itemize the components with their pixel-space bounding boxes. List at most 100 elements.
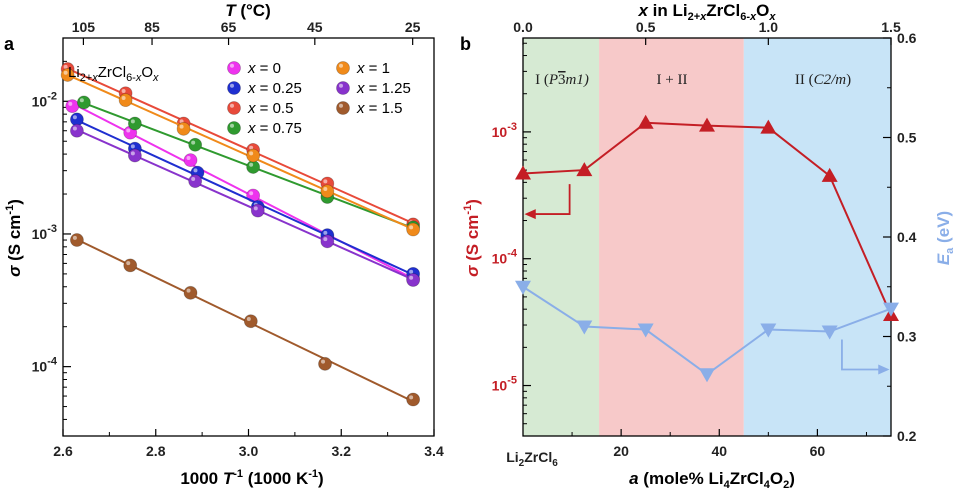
panel-b-x-axis-title: a (mole% Li4ZrCl4O2) — [629, 469, 795, 490]
legend-marker-highlight — [339, 103, 343, 108]
y-left-tick-label-exp: -3 — [507, 121, 517, 133]
formula-sub: x — [91, 72, 98, 84]
top-title-var: x — [637, 1, 649, 20]
data-point-highlight — [323, 230, 328, 235]
legend-label-value: = 0.25 — [256, 80, 302, 97]
zero-label-sub: 6 — [552, 458, 558, 469]
x-title-sub: 4 — [764, 479, 771, 490]
top-title-sub: x — [699, 11, 707, 23]
sigma-axis-arrow — [532, 184, 571, 215]
sigma-axis-arrowhead — [524, 209, 536, 220]
top-title-sub: 6- — [740, 11, 750, 23]
data-point-highlight — [121, 95, 126, 100]
y-left-tick-label-exp: -5 — [507, 375, 517, 387]
data-point-highlight — [179, 124, 184, 129]
panel-a-legend: x = 0x = 0.25x = 0.5x = 0.75x = 1x = 1.2… — [227, 60, 411, 137]
x-tick-label: 20 — [613, 443, 629, 459]
data-point-highlight — [323, 187, 328, 192]
panel-a-x-title-pre: 1000 — [180, 469, 223, 488]
data-point — [76, 95, 91, 110]
y-left-title-sup: -1 — [462, 205, 474, 215]
y-tick-label: 10-2 — [32, 90, 57, 109]
y-right-tick-label: 0.5 — [897, 130, 917, 146]
data-point — [183, 285, 198, 300]
y-left-tick-label: 10-3 — [492, 121, 517, 140]
data-point-highlight — [130, 151, 135, 156]
legend-label-value: = 0.75 — [256, 120, 302, 137]
y-left-tick-label: 10-4 — [492, 248, 518, 267]
legend-label-value: = 1 — [365, 60, 390, 77]
data-point-highlight — [130, 144, 135, 149]
zero-label-part: ZrCl — [524, 449, 552, 465]
data-point-highlight — [191, 176, 196, 181]
panel-a-y-title-var: σ — [5, 265, 24, 277]
data-point — [183, 153, 198, 168]
top-tick-label: 45 — [307, 19, 323, 35]
data-point — [70, 233, 84, 247]
y-left-title-part: (S cm — [463, 215, 482, 266]
y-tick-label-exp: -2 — [47, 90, 57, 102]
legend-label: x = 1.5 — [356, 100, 402, 117]
fit-line — [76, 119, 414, 276]
data-point — [176, 121, 191, 136]
legend-marker — [227, 101, 241, 115]
panel-b: b 20 40 600.0 0.5 1.0 1.510-510-410-30.20.30.… — [460, 1, 956, 490]
zero-label-part: Li — [506, 449, 518, 465]
legend-marker — [336, 81, 350, 95]
region-label-i: I (P3m1) — [535, 72, 589, 88]
region-label-i-ii: I + II — [657, 72, 688, 88]
region-label-part: II ( — [795, 72, 814, 88]
data-point — [246, 148, 261, 163]
formula-part: Li — [68, 64, 80, 81]
legend-label-var: x — [356, 100, 365, 117]
panel-a-x-title-var: T — [223, 469, 235, 488]
data-point-highlight — [186, 288, 191, 293]
panel-a-plot-area — [60, 62, 421, 407]
top-tick-label: 1.0 — [759, 19, 779, 35]
x-tick-label: 2.6 — [53, 443, 73, 459]
legend-marker-highlight — [230, 83, 234, 88]
legend-label-var: x — [247, 120, 256, 137]
data-point-highlight — [323, 179, 328, 184]
panel-a-x-title-close: ) — [318, 469, 324, 488]
data-point-highlight — [126, 128, 131, 133]
y-tick-label-exp: -4 — [47, 356, 58, 368]
y-left-tick-label: 10-5 — [492, 375, 517, 394]
region-label-part: ) — [846, 72, 851, 88]
data-point — [320, 184, 335, 199]
region-label-ii: II (C2/m) — [795, 72, 851, 88]
legend-marker-highlight — [230, 103, 234, 108]
region-label-part: P — [548, 72, 558, 88]
data-point-highlight — [126, 261, 131, 266]
data-point — [318, 356, 332, 371]
data-point — [127, 116, 142, 131]
legend-marker — [227, 81, 241, 95]
panel-b-ticks: 20 40 600.0 0.5 1.0 1.510-510-410-30.20.30.40… — [492, 19, 917, 459]
legend-marker-highlight — [230, 63, 234, 68]
data-point-highlight — [72, 115, 77, 120]
data-point — [123, 258, 138, 273]
legend-label-var: x — [247, 80, 256, 97]
x-title-part: ) — [789, 469, 795, 488]
data-point-highlight — [409, 225, 414, 230]
data-point — [320, 234, 335, 249]
top-title-part: O — [756, 1, 769, 20]
top-tick-label: 0.5 — [636, 19, 656, 35]
legend-label-var: x — [356, 60, 365, 77]
panel-a-top-axis-var: T — [225, 1, 237, 20]
data-point-highlight — [79, 98, 84, 103]
phase-region — [743, 38, 891, 436]
y-left-title-var: σ — [463, 265, 482, 277]
formula-sub: x — [152, 72, 159, 84]
ea-axis-arrow — [841, 339, 882, 371]
legend-label-value: = 1.5 — [365, 100, 403, 117]
data-point-highlight — [321, 359, 326, 364]
panel-a-y-title-pre: (S cm — [5, 215, 24, 266]
panel-b-label: b — [460, 34, 471, 54]
data-point-highlight — [72, 126, 77, 131]
panel-b-plot-area — [515, 114, 899, 383]
x-title-sub: 4 — [724, 479, 731, 490]
